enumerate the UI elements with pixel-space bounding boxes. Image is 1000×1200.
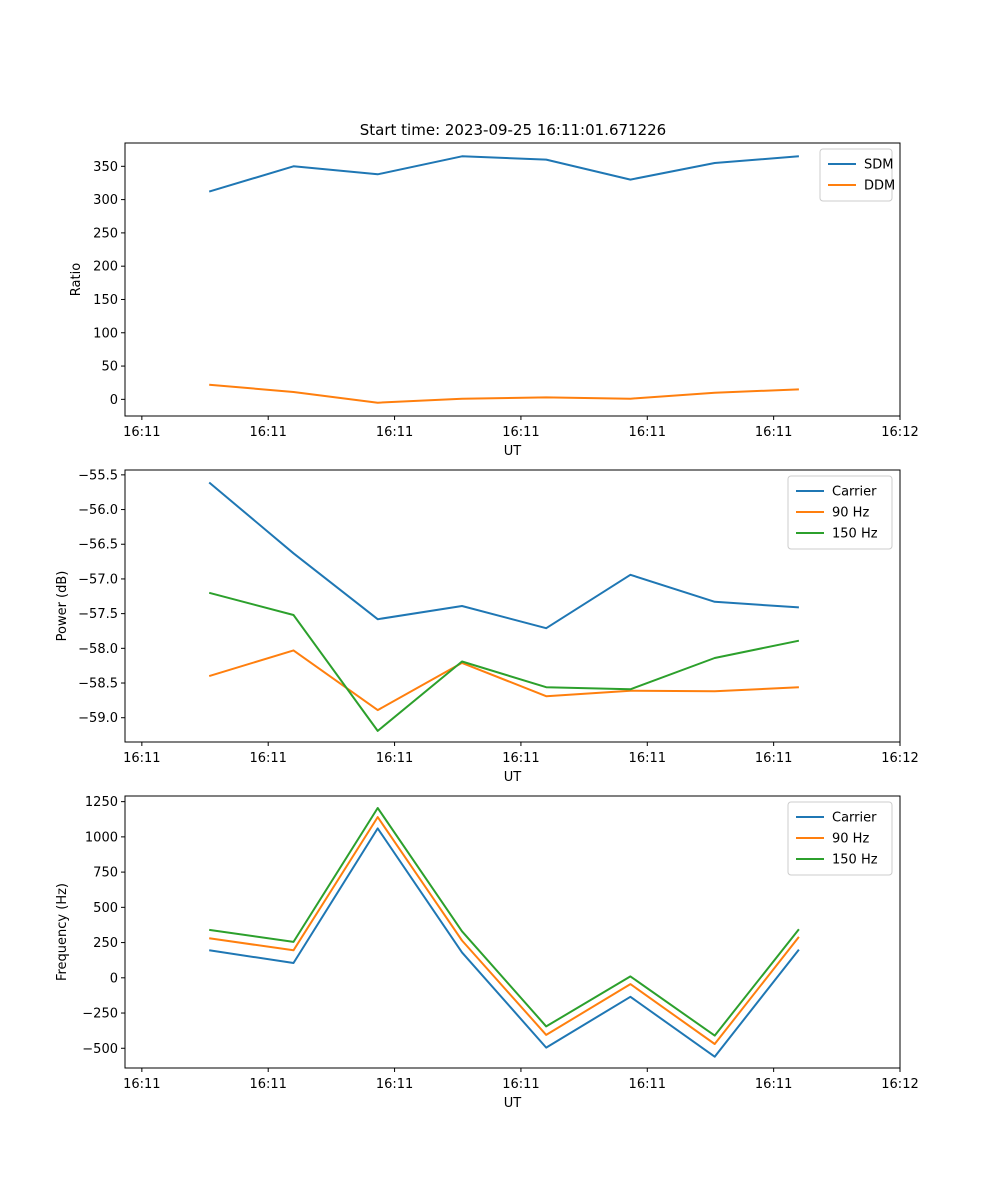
x-tick-label: 16:11 bbox=[629, 425, 666, 440]
x-tick-label: 16:11 bbox=[755, 751, 792, 766]
y-tick-label: 50 bbox=[101, 360, 118, 375]
y-tick-label: −500 bbox=[82, 1042, 118, 1057]
y-tick-label: 350 bbox=[93, 160, 118, 175]
chart-panel-2: 16:11 16:11 16:11 16:11 16:11 16:11 16:12 −59.0… bbox=[55, 468, 919, 785]
chart-panel-3: 16:11 16:11 16:11 16:11 16:11 16:11 16:12 −500 −… bbox=[55, 795, 919, 1111]
y-tick-label: 1250 bbox=[85, 795, 118, 810]
x-tick-label: 16:11 bbox=[376, 751, 413, 766]
legend-label: 90 Hz bbox=[832, 506, 869, 521]
x-axis-label: UT bbox=[504, 444, 522, 459]
series-line-carrier bbox=[208, 481, 799, 630]
y-tick-label: 200 bbox=[93, 260, 118, 275]
x-tick-label: 16:11 bbox=[755, 1077, 792, 1092]
y-tick-label: 250 bbox=[93, 936, 118, 951]
plot-frame bbox=[124, 469, 901, 743]
y-tick-label: −57.0 bbox=[78, 572, 118, 587]
x-tick-label: 16:11 bbox=[249, 751, 286, 766]
chart-panel-1: 16:11 16:11 16:11 16:11 16:11 16:11 16:12 0 50 10… bbox=[69, 142, 919, 459]
x-tick-label: 16:11 bbox=[249, 425, 286, 440]
x-tick-label: 16:12 bbox=[881, 751, 918, 766]
x-tick-label: 16:12 bbox=[881, 425, 918, 440]
y-tick-label: 0 bbox=[110, 393, 118, 408]
y-tick-label: 250 bbox=[93, 226, 118, 241]
series-line-carrier bbox=[209, 827, 800, 1058]
y-tick-label: 300 bbox=[93, 193, 118, 208]
x-tick-label: 16:11 bbox=[123, 425, 160, 440]
y-axis-label: Power (dB) bbox=[55, 571, 70, 642]
legend-label: SDM bbox=[864, 158, 893, 173]
x-tick-label: 16:11 bbox=[249, 1077, 286, 1092]
y-tick-label: −58.5 bbox=[78, 677, 118, 692]
x-tick-label: 16:11 bbox=[376, 1077, 413, 1092]
y-tick-label: −56.5 bbox=[78, 538, 118, 553]
y-tick-label: 100 bbox=[93, 326, 118, 341]
x-axis-label: UT bbox=[504, 770, 522, 785]
x-tick-label: 16:11 bbox=[123, 1077, 160, 1092]
y-tick-label: −59.0 bbox=[78, 711, 118, 726]
y-tick-label: 500 bbox=[93, 901, 118, 916]
y-tick-label: −250 bbox=[82, 1007, 118, 1022]
y-axis-label: Frequency (Hz) bbox=[55, 883, 70, 981]
y-tick-label: 0 bbox=[110, 971, 118, 986]
series-line-ddm bbox=[209, 383, 799, 404]
x-tick-label: 16:11 bbox=[629, 1077, 666, 1092]
legend-box bbox=[787, 475, 893, 550]
legend-label: Carrier bbox=[832, 811, 877, 826]
series-line-150-hz bbox=[208, 591, 800, 732]
legend-label: 150 Hz bbox=[832, 527, 878, 542]
y-tick-label: −58.0 bbox=[78, 642, 118, 657]
series-line-90-hz bbox=[208, 649, 799, 712]
legend-box bbox=[787, 801, 893, 876]
y-tick-label: 150 bbox=[93, 293, 118, 308]
plot-frame bbox=[124, 142, 901, 417]
x-tick-label: 16:11 bbox=[376, 425, 413, 440]
y-tick-label: −56.0 bbox=[78, 503, 118, 518]
x-tick-label: 16:11 bbox=[629, 751, 666, 766]
plot-frame bbox=[124, 795, 901, 1069]
legend-label: 150 Hz bbox=[832, 853, 878, 868]
series-line-sdm bbox=[208, 155, 799, 193]
legend-label: 90 Hz bbox=[832, 832, 869, 847]
x-tick-label: 16:11 bbox=[502, 425, 539, 440]
series-line-150-hz bbox=[209, 807, 800, 1037]
x-tick-label: 16:12 bbox=[881, 1077, 918, 1092]
y-tick-label: −55.5 bbox=[78, 468, 118, 483]
legend-label: DDM bbox=[864, 179, 895, 194]
figure-title: Start time: 2023-09-25 16:11:01.671226 bbox=[360, 121, 666, 139]
y-tick-label: −57.5 bbox=[78, 607, 118, 622]
legend-label: Carrier bbox=[832, 485, 877, 500]
y-tick-label: 1000 bbox=[85, 830, 118, 845]
x-tick-label: 16:11 bbox=[502, 1077, 539, 1092]
y-tick-label: 750 bbox=[93, 866, 118, 881]
series-line-90-hz bbox=[209, 816, 800, 1045]
x-tick-label: 16:11 bbox=[502, 751, 539, 766]
x-tick-label: 16:11 bbox=[123, 751, 160, 766]
y-axis-label: Ratio bbox=[69, 263, 84, 296]
legend-box bbox=[819, 148, 893, 202]
x-axis-label: UT bbox=[504, 1096, 522, 1111]
x-tick-label: 16:11 bbox=[755, 425, 792, 440]
